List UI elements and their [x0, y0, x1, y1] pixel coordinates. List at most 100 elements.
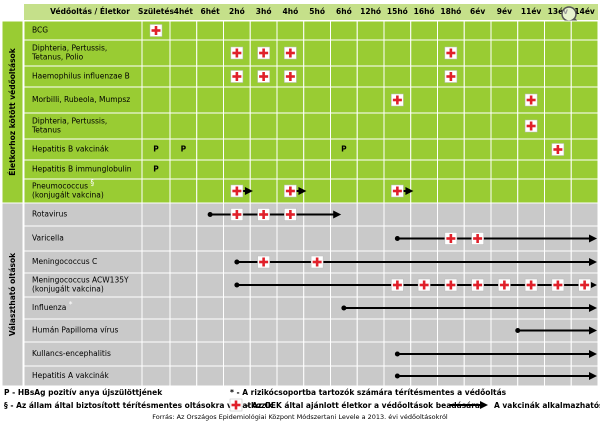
age-cell: [490, 39, 519, 67]
age-cell: [437, 318, 465, 343]
cross-v: [396, 95, 399, 105]
cross-v: [154, 26, 158, 35]
p-mark: P: [341, 145, 347, 154]
cross-v: [262, 210, 265, 219]
age-label: Születés: [138, 7, 174, 16]
age-label: 15hó: [387, 7, 408, 16]
age-cell: [570, 86, 599, 114]
age-cell: [570, 39, 599, 67]
age-cell: [437, 112, 465, 140]
age-label: 18hó: [440, 7, 461, 16]
age-cell: [544, 202, 572, 227]
name-cell: [23, 39, 143, 67]
age-cell: [196, 138, 224, 161]
age-cell: [141, 178, 171, 204]
age-cell: [141, 365, 171, 387]
age-cell: [517, 178, 545, 204]
age-cell: [463, 65, 492, 88]
arrow-head: [589, 326, 597, 335]
vaccine-name: Pneumococcus §: [32, 179, 94, 191]
age-cell: [303, 39, 331, 67]
cross-v: [235, 48, 239, 58]
age-cell: [463, 318, 492, 343]
cross-v: [449, 72, 453, 81]
age-cell: [276, 318, 305, 343]
age-cell: [249, 178, 278, 204]
vaccine-name: Rotavirus: [32, 210, 67, 219]
age-cell: [356, 86, 385, 114]
age-cell: [169, 202, 198, 227]
age-cell: [383, 202, 412, 227]
age-cell: [169, 296, 198, 320]
vaccine-name: Hepatitis B vakcinák: [32, 145, 109, 154]
age-cell: [196, 225, 224, 252]
cross-v: [529, 95, 533, 105]
arrow-head: [298, 187, 307, 195]
age-cell: [330, 112, 358, 140]
age-cell: [249, 159, 278, 180]
age-cell: [330, 225, 358, 252]
age-cell: [490, 20, 519, 41]
age-cell: [223, 86, 251, 114]
age-cell: [169, 178, 198, 204]
age-cell: [544, 20, 572, 41]
group-bg: [1, 202, 24, 387]
cross-v: [476, 280, 479, 290]
age-cell: [544, 39, 572, 67]
vaccine-name: Morbilli, Rubeola, Mumpsz: [32, 95, 130, 104]
start-dot: [234, 282, 240, 288]
age-cell: [249, 296, 278, 320]
age-cell: [141, 341, 171, 367]
age-cell: [196, 39, 224, 67]
note-mark: *: [69, 300, 73, 309]
age-label: 6hó: [336, 7, 352, 16]
age-cell: [490, 318, 519, 343]
age-cell: [356, 159, 385, 180]
age-cell: [330, 39, 358, 67]
age-cell: [223, 318, 251, 343]
start-dot: [207, 212, 213, 217]
cross-v: [396, 186, 399, 196]
age-cell: [196, 365, 224, 387]
age-cell: [169, 250, 198, 274]
age-cell: [437, 202, 465, 227]
age-cell: [249, 318, 278, 343]
name-cell: [23, 272, 143, 298]
age-cell: [223, 225, 251, 252]
age-cell: [276, 20, 305, 41]
age-cell: [356, 39, 385, 67]
age-label: 11év: [521, 7, 542, 16]
age-cell: [249, 225, 278, 252]
age-cell: [356, 341, 385, 367]
age-cell: [544, 159, 572, 180]
age-cell: [169, 341, 198, 367]
legend-cross: - Az OEK által ajánlott életkor a védőol…: [246, 401, 480, 410]
group-label: Életkorhoz kötött védőoltások: [8, 47, 17, 175]
age-cell: [463, 20, 492, 41]
age-cell: [196, 65, 224, 88]
vaccine-name: Influenza *: [32, 300, 73, 312]
start-dot: [341, 305, 347, 311]
age-cell: [570, 138, 599, 161]
cross-v: [449, 280, 453, 290]
age-cell: [356, 138, 385, 161]
arrow-head: [589, 258, 597, 266]
age-cell: [517, 159, 545, 180]
age-cell: [410, 20, 438, 41]
cross-v: [289, 48, 292, 58]
age-cell: [463, 178, 492, 204]
age-cell: [303, 365, 331, 387]
name-cell: [23, 341, 143, 367]
header-bg: [24, 4, 598, 20]
age-cell: [196, 341, 224, 367]
age-cell: [223, 20, 251, 41]
age-cell: [330, 318, 358, 343]
age-cell: [276, 86, 305, 114]
name-cell: [23, 86, 143, 114]
cross-v: [449, 234, 453, 243]
age-label: 13év: [548, 7, 569, 16]
arrow-head: [589, 304, 597, 312]
age-cell: [276, 225, 305, 252]
start-dot: [234, 259, 240, 265]
name-cell: [23, 178, 143, 204]
